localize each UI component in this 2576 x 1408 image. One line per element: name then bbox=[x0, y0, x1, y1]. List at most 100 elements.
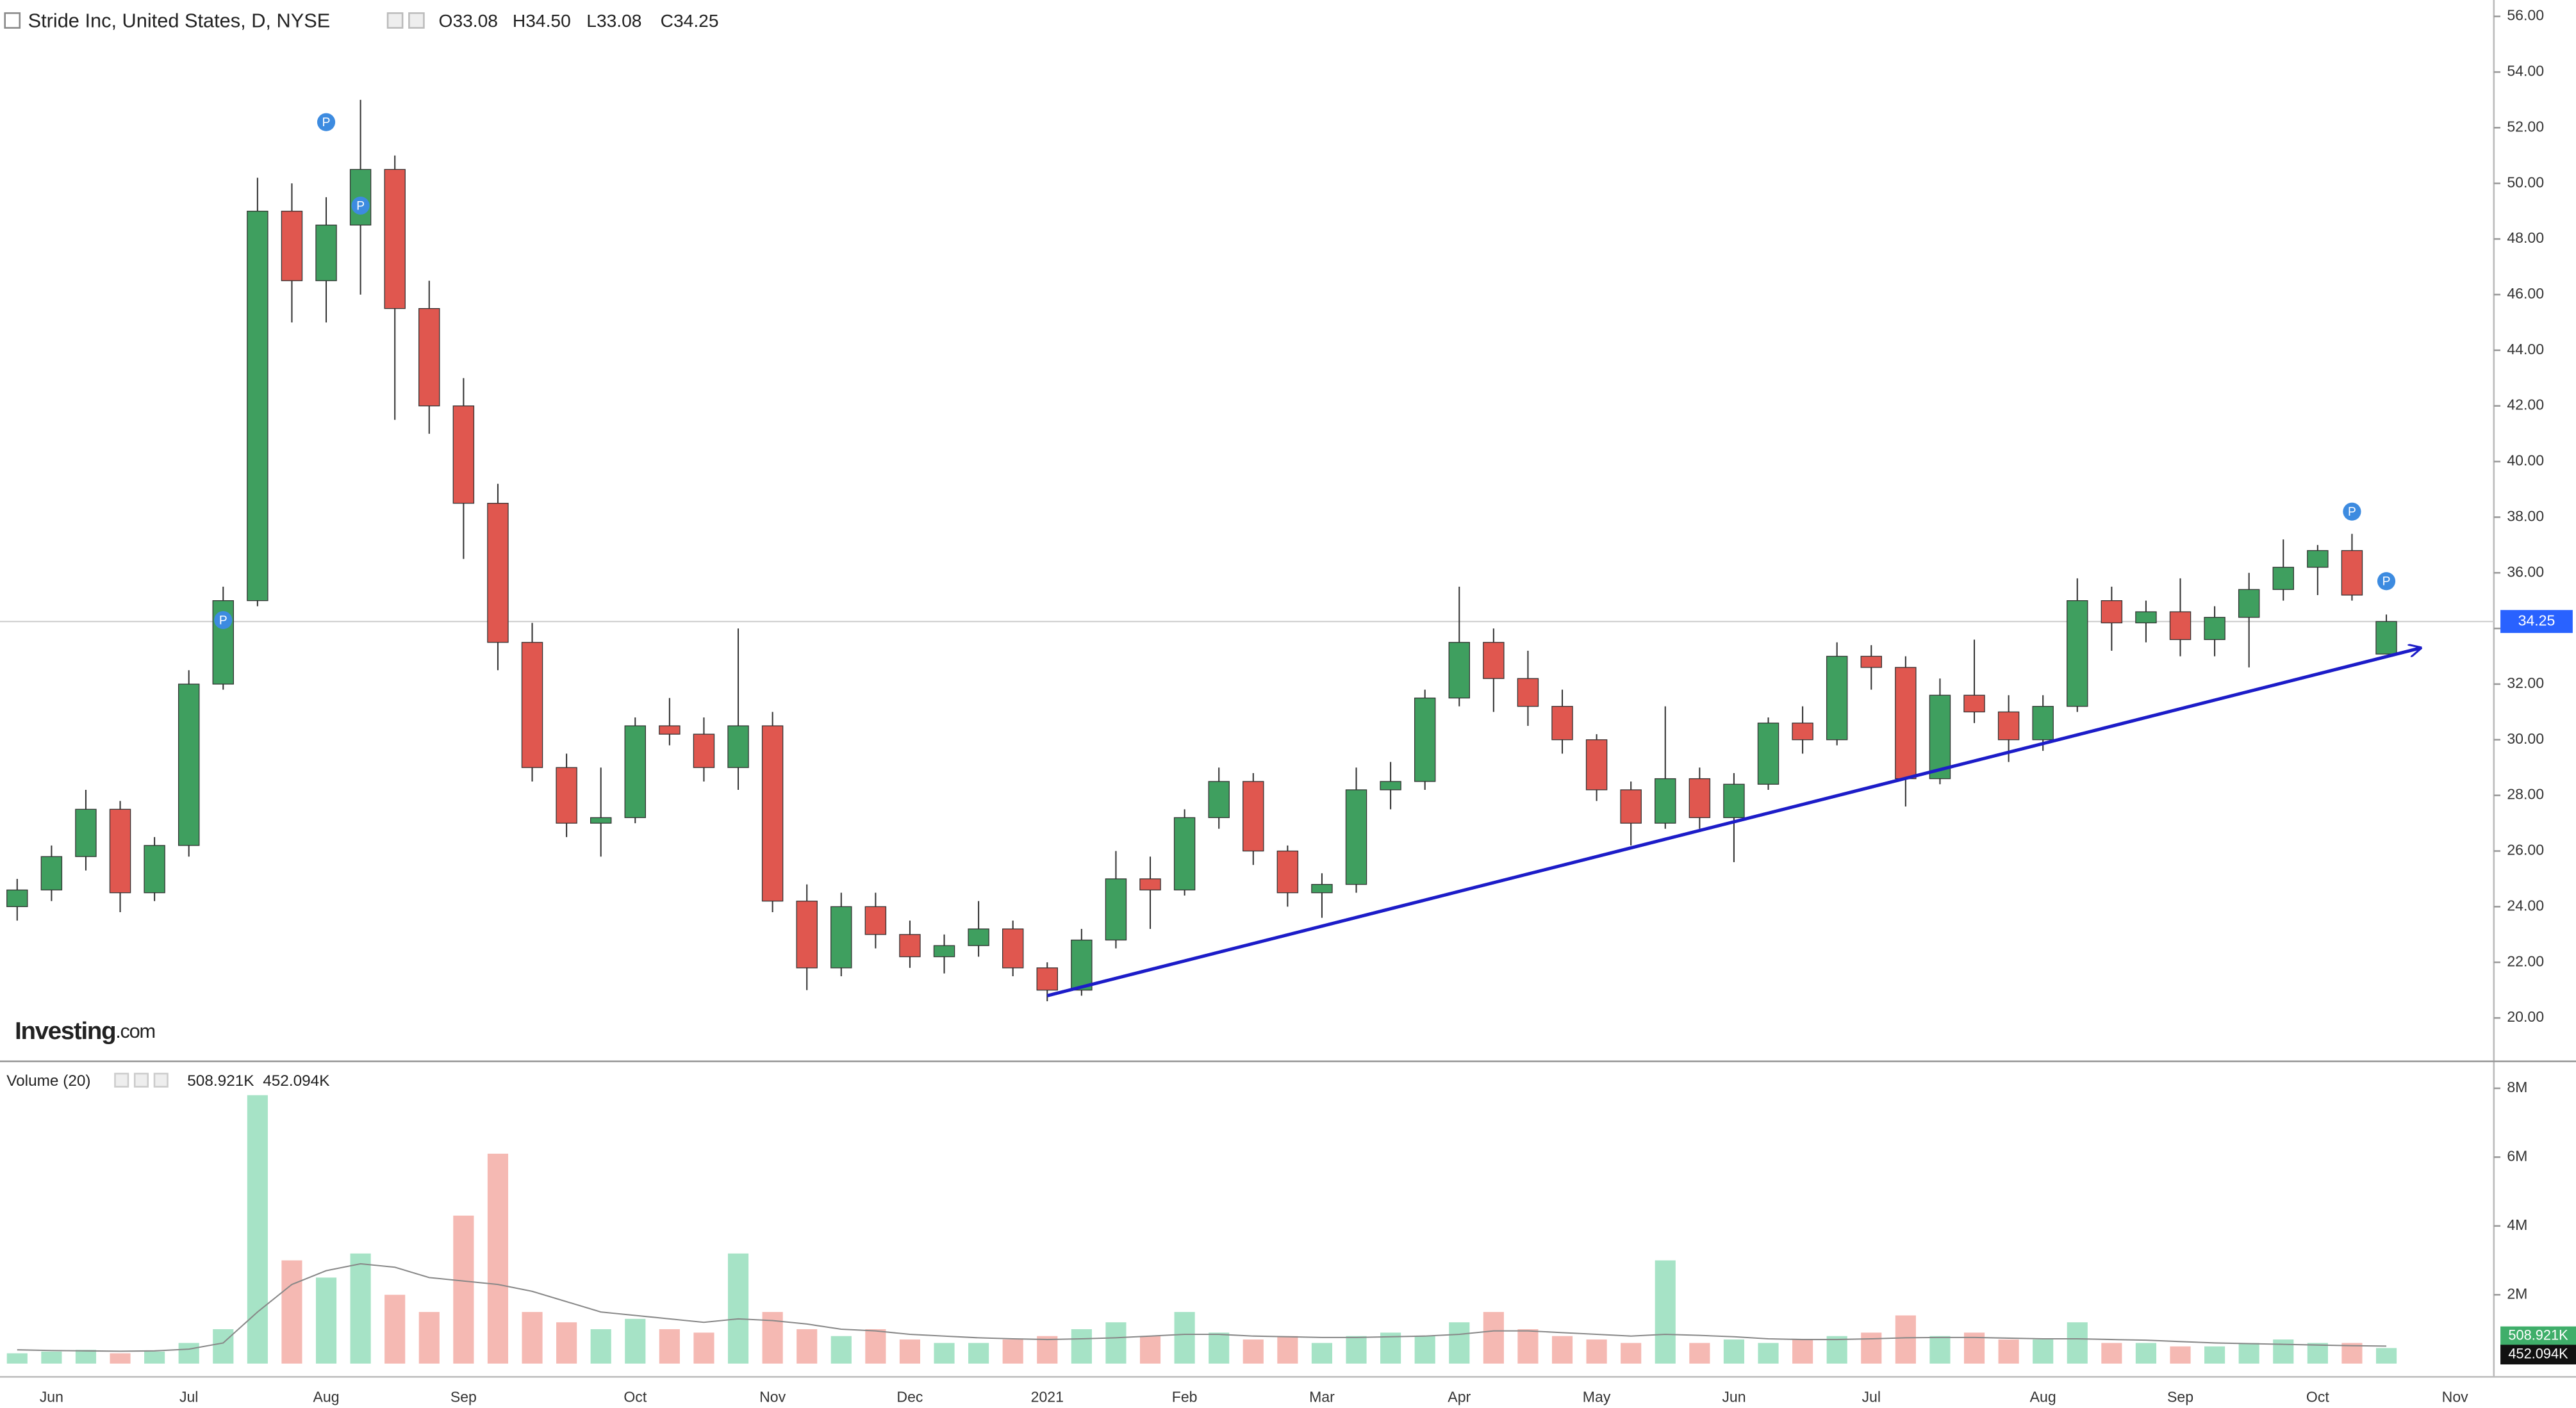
volume-bar bbox=[1277, 1336, 1298, 1364]
candle-body bbox=[40, 856, 63, 890]
candle-body bbox=[2067, 600, 2088, 707]
x-tick-label: Oct bbox=[623, 1389, 647, 1405]
event-marker-label: P bbox=[322, 116, 331, 129]
event-marker bbox=[214, 610, 233, 630]
candle-body bbox=[968, 928, 989, 946]
volume-bar bbox=[75, 1350, 97, 1364]
volume-bar bbox=[1723, 1339, 1745, 1364]
candle-body bbox=[1002, 928, 1024, 969]
volume-bar bbox=[2238, 1343, 2259, 1364]
header-icon[interactable] bbox=[386, 12, 404, 29]
header-icon[interactable] bbox=[153, 1072, 169, 1088]
volume-bar bbox=[659, 1329, 680, 1364]
volume-bar bbox=[453, 1215, 474, 1364]
candle-body bbox=[109, 808, 131, 894]
event-marker-label: P bbox=[356, 199, 365, 213]
event-marker bbox=[317, 113, 336, 131]
candle-body bbox=[2169, 611, 2192, 641]
volume-bar bbox=[487, 1153, 509, 1364]
volume-bar bbox=[1483, 1312, 1504, 1364]
candle-body bbox=[1860, 655, 1882, 668]
x-tick-label: Jun bbox=[1722, 1389, 1746, 1405]
candle-body bbox=[2238, 589, 2260, 618]
candle-body bbox=[1792, 723, 1813, 741]
last-price-label: 34.25 bbox=[2518, 612, 2555, 628]
volume-bar bbox=[797, 1329, 818, 1364]
x-tick-label: May bbox=[1583, 1389, 1611, 1405]
candle-body bbox=[556, 767, 577, 824]
volume-bar bbox=[522, 1312, 543, 1364]
candle-body bbox=[1036, 967, 1058, 991]
y-tick-label: 24.00 bbox=[2507, 897, 2544, 913]
candle-body bbox=[1620, 789, 1642, 824]
candle-body bbox=[693, 733, 715, 768]
volume-bar bbox=[2033, 1339, 2054, 1364]
event-marker-label: P bbox=[2382, 575, 2391, 589]
volume-bar bbox=[1551, 1336, 1573, 1364]
candle-body bbox=[2135, 611, 2157, 624]
candle-body bbox=[624, 725, 646, 819]
x-tick-label: 2021 bbox=[1031, 1389, 1064, 1405]
candle-body bbox=[1688, 778, 1711, 819]
candle-body bbox=[899, 934, 921, 958]
candle-body bbox=[281, 210, 303, 281]
high-value: H34.50 bbox=[513, 10, 571, 31]
candle-body bbox=[1757, 723, 1779, 785]
volume-tick-label: 8M bbox=[2507, 1079, 2527, 1095]
open-value: O33.08 bbox=[439, 10, 498, 31]
volume-bar bbox=[590, 1329, 611, 1364]
header-icon[interactable] bbox=[133, 1072, 149, 1088]
x-tick-label: Sep bbox=[2167, 1389, 2193, 1405]
volume-title: Volume (20) bbox=[6, 1072, 90, 1090]
x-tick-label: Nov bbox=[759, 1389, 786, 1405]
candle-body bbox=[1173, 817, 1196, 890]
y-tick-label: 36.00 bbox=[2507, 563, 2544, 580]
candle-body bbox=[2101, 600, 2123, 624]
volume-bar bbox=[1655, 1260, 1676, 1364]
header-icon[interactable] bbox=[408, 12, 425, 29]
volume-bar bbox=[1174, 1312, 1195, 1364]
volume-bar bbox=[41, 1351, 62, 1364]
volume-bar bbox=[1105, 1322, 1127, 1364]
candle-body bbox=[1723, 783, 1745, 819]
trend-line bbox=[1046, 648, 2420, 997]
volume-bar bbox=[556, 1322, 577, 1364]
close-value: C34.25 bbox=[661, 10, 719, 31]
volume-bar bbox=[968, 1343, 989, 1364]
volume-ma-value: 508.921K bbox=[187, 1072, 254, 1090]
volume-ma-tag bbox=[2500, 1326, 2576, 1347]
volume-bar bbox=[281, 1260, 302, 1364]
candle-body bbox=[1276, 850, 1299, 894]
volume-bar bbox=[1758, 1343, 1779, 1364]
volume-bar bbox=[2170, 1346, 2191, 1364]
y-tick-label: 22.00 bbox=[2507, 953, 2544, 969]
volume-bar bbox=[693, 1332, 714, 1364]
candle-body bbox=[1208, 781, 1230, 819]
volume-bar bbox=[1998, 1339, 2019, 1364]
volume-bar bbox=[110, 1353, 131, 1364]
header-icon[interactable] bbox=[114, 1072, 129, 1088]
volume-bar bbox=[144, 1351, 165, 1364]
candle-body bbox=[75, 808, 97, 857]
volume-bar bbox=[625, 1318, 646, 1364]
volume-bar bbox=[384, 1295, 406, 1364]
volume-bar bbox=[934, 1343, 955, 1364]
y-tick-label: 56.00 bbox=[2507, 7, 2544, 24]
candle-body bbox=[1243, 781, 1264, 852]
candle-body bbox=[1585, 739, 1608, 790]
candle-body bbox=[2204, 617, 2225, 641]
x-tick-label: Mar bbox=[1309, 1389, 1335, 1405]
candle-body bbox=[315, 224, 337, 281]
volume-bar bbox=[2204, 1346, 2225, 1364]
volume-bar bbox=[2101, 1343, 2122, 1364]
candle-body bbox=[521, 642, 543, 768]
candle-body bbox=[727, 725, 749, 768]
y-tick-label: 32.00 bbox=[2507, 675, 2544, 691]
volume-bar bbox=[1414, 1336, 1435, 1364]
volume-bar bbox=[2307, 1343, 2328, 1364]
volume-bar bbox=[247, 1095, 268, 1364]
collapse-icon[interactable] bbox=[4, 12, 21, 29]
volume-bar bbox=[1517, 1329, 1539, 1364]
